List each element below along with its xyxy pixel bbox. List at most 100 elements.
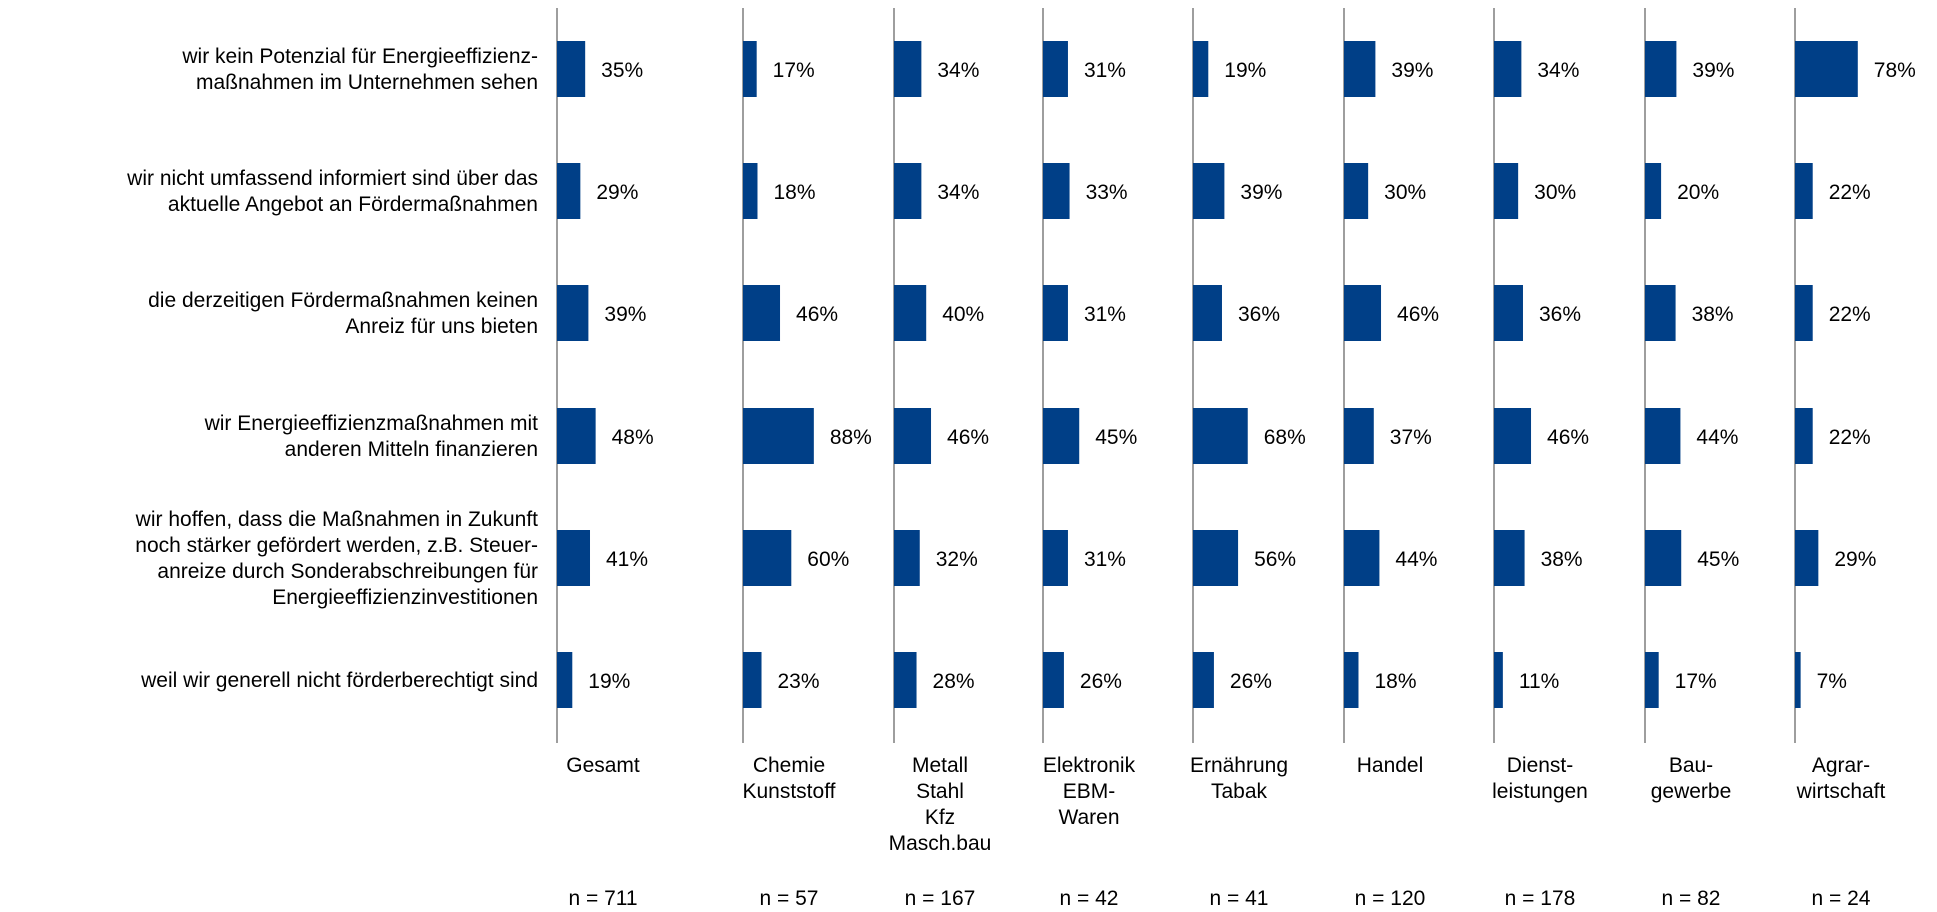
bar	[1494, 41, 1522, 97]
bar	[1645, 408, 1681, 464]
data-label: 37%	[1390, 426, 1432, 449]
bar	[1043, 285, 1068, 341]
bar	[1193, 41, 1209, 97]
bar	[1645, 652, 1659, 708]
group-label: Handel	[1357, 754, 1424, 777]
data-label: 29%	[1834, 548, 1876, 571]
data-label: 18%	[1374, 670, 1416, 693]
data-label: 28%	[933, 670, 975, 693]
data-label: 40%	[942, 303, 984, 326]
data-label: 39%	[604, 303, 646, 326]
bar	[1645, 41, 1677, 97]
bars-layer	[557, 41, 1858, 708]
category-label: wir kein Potenzial für Energieeffizienz-…	[181, 45, 538, 94]
bar	[1494, 408, 1532, 464]
data-label: 11%	[1519, 670, 1559, 693]
bar	[743, 408, 814, 464]
category-label: weil wir generell nicht förderberechtigt…	[140, 669, 538, 692]
bar	[1494, 163, 1519, 219]
data-label: 39%	[1391, 59, 1433, 82]
category-label: wir hoffen, dass die Maßnahmen in Zukunf…	[135, 508, 538, 609]
sample-size-labels: n = 711 n = 57 n = 167 n = 42 n = 41 n = 120 n…	[568, 887, 1870, 910]
bar	[894, 408, 932, 464]
data-label: 78%	[1874, 59, 1916, 82]
bar	[1494, 652, 1503, 708]
bar	[1795, 41, 1858, 97]
bar	[743, 285, 781, 341]
bar	[894, 163, 922, 219]
sample-size-label: n = 120	[1355, 887, 1426, 910]
bar	[1344, 41, 1376, 97]
data-label: 19%	[588, 670, 630, 693]
data-label: 45%	[1095, 426, 1137, 449]
data-label: 56%	[1254, 548, 1296, 571]
data-label: 22%	[1829, 303, 1871, 326]
group-label: Bau-gewerbe	[1651, 754, 1732, 803]
data-label: 34%	[937, 181, 979, 204]
data-label: 46%	[1397, 303, 1439, 326]
data-label: 45%	[1697, 548, 1739, 571]
data-label: 22%	[1829, 181, 1871, 204]
bar	[1795, 530, 1819, 586]
data-label: 38%	[1692, 303, 1734, 326]
data-label: 44%	[1696, 426, 1738, 449]
sample-size-label: n = 711	[568, 887, 637, 910]
data-label: 35%	[601, 59, 643, 82]
bar	[1645, 530, 1682, 586]
data-label: 17%	[1675, 670, 1717, 693]
data-label: 26%	[1230, 670, 1272, 693]
bar	[1645, 163, 1662, 219]
bar	[1344, 163, 1369, 219]
group-label: Agrar-wirtschaft	[1796, 754, 1886, 803]
bar	[1344, 285, 1382, 341]
data-label: 31%	[1084, 303, 1126, 326]
data-label: 38%	[1541, 548, 1583, 571]
bar	[1193, 652, 1214, 708]
bar	[743, 163, 758, 219]
data-label: 39%	[1692, 59, 1734, 82]
bar	[1043, 408, 1080, 464]
bar	[1795, 163, 1813, 219]
bar	[557, 408, 596, 464]
data-label: 60%	[807, 548, 849, 571]
data-label: 30%	[1384, 181, 1426, 204]
data-label: 36%	[1539, 303, 1581, 326]
bar	[1795, 285, 1813, 341]
data-label: 33%	[1086, 181, 1128, 204]
data-label: 32%	[936, 548, 978, 571]
sample-size-label: n = 24	[1812, 887, 1871, 910]
sample-size-label: n = 41	[1210, 887, 1269, 910]
bar	[1344, 652, 1359, 708]
group-labels: Gesamt Chemie Kunststoff Metall Stahl Kfz Masc…	[566, 754, 1885, 855]
value-labels-layer: 35% 29% 39% 48% 41% 19% 17% 18% 46% 88% 60% 23% 34% 3…	[588, 59, 1916, 693]
data-label: 20%	[1677, 181, 1719, 204]
bar	[1043, 41, 1068, 97]
bar	[1193, 285, 1222, 341]
data-label: 68%	[1264, 426, 1306, 449]
bar	[557, 652, 573, 708]
data-label: 41%	[606, 548, 648, 571]
data-label: 44%	[1395, 548, 1437, 571]
data-label: 23%	[778, 670, 820, 693]
group-label: Chemie Kunststoff	[742, 754, 835, 803]
sample-size-label: n = 178	[1505, 887, 1576, 910]
data-label: 18%	[773, 181, 815, 204]
bar	[743, 652, 762, 708]
data-label: 26%	[1080, 670, 1122, 693]
bar	[1795, 652, 1801, 708]
bar	[1193, 408, 1248, 464]
bar	[1043, 163, 1070, 219]
group-label: Elektronik EBM-Waren	[1043, 754, 1136, 829]
sample-size-label: n = 82	[1662, 887, 1721, 910]
bar	[557, 163, 581, 219]
data-label: 88%	[830, 426, 872, 449]
data-label: 22%	[1829, 426, 1871, 449]
category-label: wir nicht umfassend informiert sind über…	[126, 167, 538, 216]
data-label: 7%	[1817, 670, 1847, 693]
data-label: 34%	[937, 59, 979, 82]
bar	[894, 652, 917, 708]
bar	[1645, 285, 1676, 341]
data-label: 46%	[796, 303, 838, 326]
bar	[894, 41, 922, 97]
